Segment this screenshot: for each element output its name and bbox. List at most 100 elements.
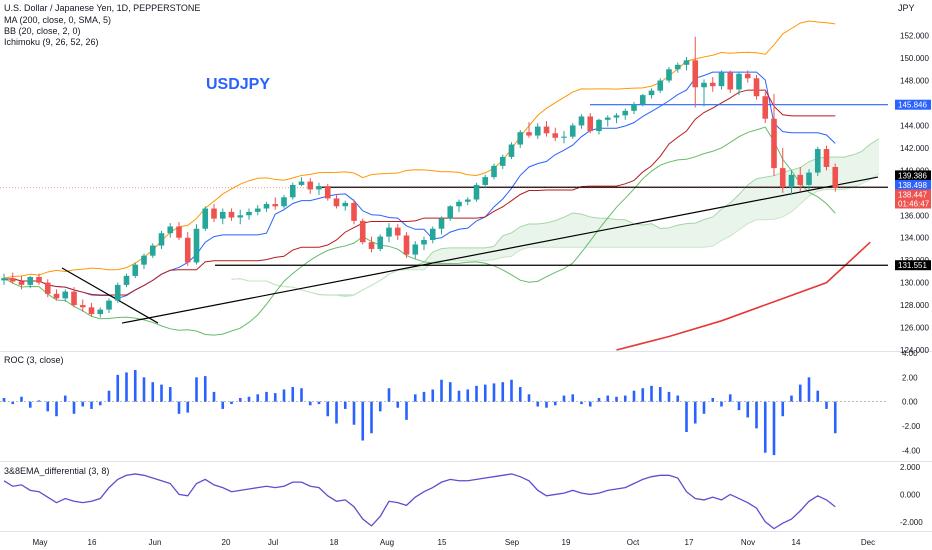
roc-bar	[63, 395, 67, 402]
candle-body	[237, 215, 244, 218]
roc-tick-label: 4.00	[902, 349, 918, 358]
roc-bar	[518, 387, 522, 402]
roc-bar	[142, 377, 146, 402]
roc-bar	[536, 401, 540, 407]
roc-bar	[790, 395, 793, 402]
ema-tick-label: 0.000	[900, 490, 921, 499]
roc-bar	[151, 382, 155, 402]
candle-body	[158, 233, 165, 246]
candle-body	[464, 199, 471, 202]
roc-bar	[221, 401, 225, 409]
price-label-box	[895, 170, 931, 181]
price-label-text: 145.846	[898, 101, 927, 110]
roc-bar	[527, 394, 531, 402]
candle-body	[167, 226, 174, 234]
roc-bar	[816, 390, 820, 402]
roc-bar	[632, 390, 636, 402]
roc-bar	[475, 385, 478, 402]
candle-body	[351, 202, 357, 221]
price-label-box	[895, 189, 931, 200]
roc-title[interactable]: ROC (3, close)	[4, 355, 64, 365]
candle-body	[604, 117, 611, 120]
candle-body	[281, 197, 287, 207]
roc-tick-label: 0.00	[902, 398, 918, 407]
price-label-text: 01:46:47	[898, 199, 930, 208]
ema-tick-label: -2.000	[900, 518, 923, 527]
candle-body	[823, 149, 830, 167]
candle-body	[744, 73, 751, 79]
candle-body	[788, 174, 795, 188]
candle-body	[193, 228, 200, 263]
roc-bar	[326, 401, 330, 417]
candle-body	[141, 255, 147, 265]
roc-bar	[755, 401, 758, 429]
roc-bar	[448, 382, 452, 402]
roc-bar	[212, 391, 216, 402]
candle-body	[736, 73, 742, 90]
symbol-annotation: USDJPY	[206, 76, 271, 93]
candle-body	[386, 227, 392, 237]
roc-bar	[265, 391, 268, 402]
candle-body	[561, 136, 567, 138]
candle-body	[9, 278, 16, 282]
candle-body	[832, 166, 839, 188]
roc-bar	[667, 391, 671, 402]
candle-body	[631, 104, 637, 111]
candle-body	[377, 236, 384, 249]
candle-body	[596, 119, 602, 132]
price-tick-label: 130.000	[900, 279, 929, 288]
time-tick-label: Jun	[149, 538, 162, 547]
candle-body	[447, 206, 454, 219]
roc-bar	[203, 376, 207, 402]
candle-body	[211, 208, 217, 219]
candle-body	[701, 82, 707, 88]
indicator-label-ichimoku[interactable]: Ichimoku (9, 26, 52, 26)	[4, 37, 99, 47]
roc-bar	[378, 401, 382, 412]
roc-bar	[282, 389, 286, 402]
ichimoku-kijun	[3, 89, 836, 296]
ma200-line	[616, 241, 871, 351]
price-tick-label: 126.000	[900, 324, 929, 333]
roc-bar	[597, 397, 601, 402]
time-tick-label: 14	[792, 538, 801, 547]
indicator-label-ma[interactable]: MA (200, close, 0, SMA, 5)	[4, 15, 112, 25]
time-tick-label: 20	[222, 538, 231, 547]
candle-body	[569, 125, 576, 137]
roc-bar	[728, 394, 732, 402]
roc-bar	[562, 395, 566, 402]
roc-bar	[352, 401, 356, 425]
candle-body	[1, 278, 7, 281]
roc-bar	[545, 401, 548, 408]
roc-bar	[81, 401, 85, 407]
ichimoku-span-b	[231, 173, 880, 298]
candle-body	[254, 208, 261, 212]
candle-body	[263, 204, 270, 209]
candle-body	[499, 156, 506, 166]
indicator-label-bb[interactable]: BB (20, close, 2, 0)	[4, 26, 81, 36]
roc-bar	[720, 401, 723, 407]
roc-bar	[133, 370, 137, 402]
time-tick-label: 15	[438, 538, 447, 547]
candle-body	[587, 116, 594, 132]
roc-bar	[466, 389, 470, 402]
candle-body	[578, 116, 585, 126]
candle-body	[412, 244, 419, 255]
roc-bar	[20, 396, 23, 402]
roc-bar	[580, 401, 583, 405]
roc-bar	[440, 379, 443, 402]
ema-diff-title[interactable]: 3&8EMA_differential (3, 8)	[4, 466, 110, 476]
candle-body	[106, 300, 112, 310]
candle-body	[508, 144, 515, 157]
candle-body	[622, 110, 629, 116]
roc-bar	[457, 390, 461, 402]
candle-body	[333, 198, 340, 207]
candle-body	[666, 69, 672, 81]
roc-bar	[28, 401, 32, 408]
roc-bar	[160, 384, 163, 402]
roc-bar	[571, 394, 575, 402]
roc-bar	[588, 401, 592, 407]
candle-body	[88, 307, 95, 315]
roc-bar	[422, 391, 426, 402]
roc-bar	[116, 374, 120, 402]
